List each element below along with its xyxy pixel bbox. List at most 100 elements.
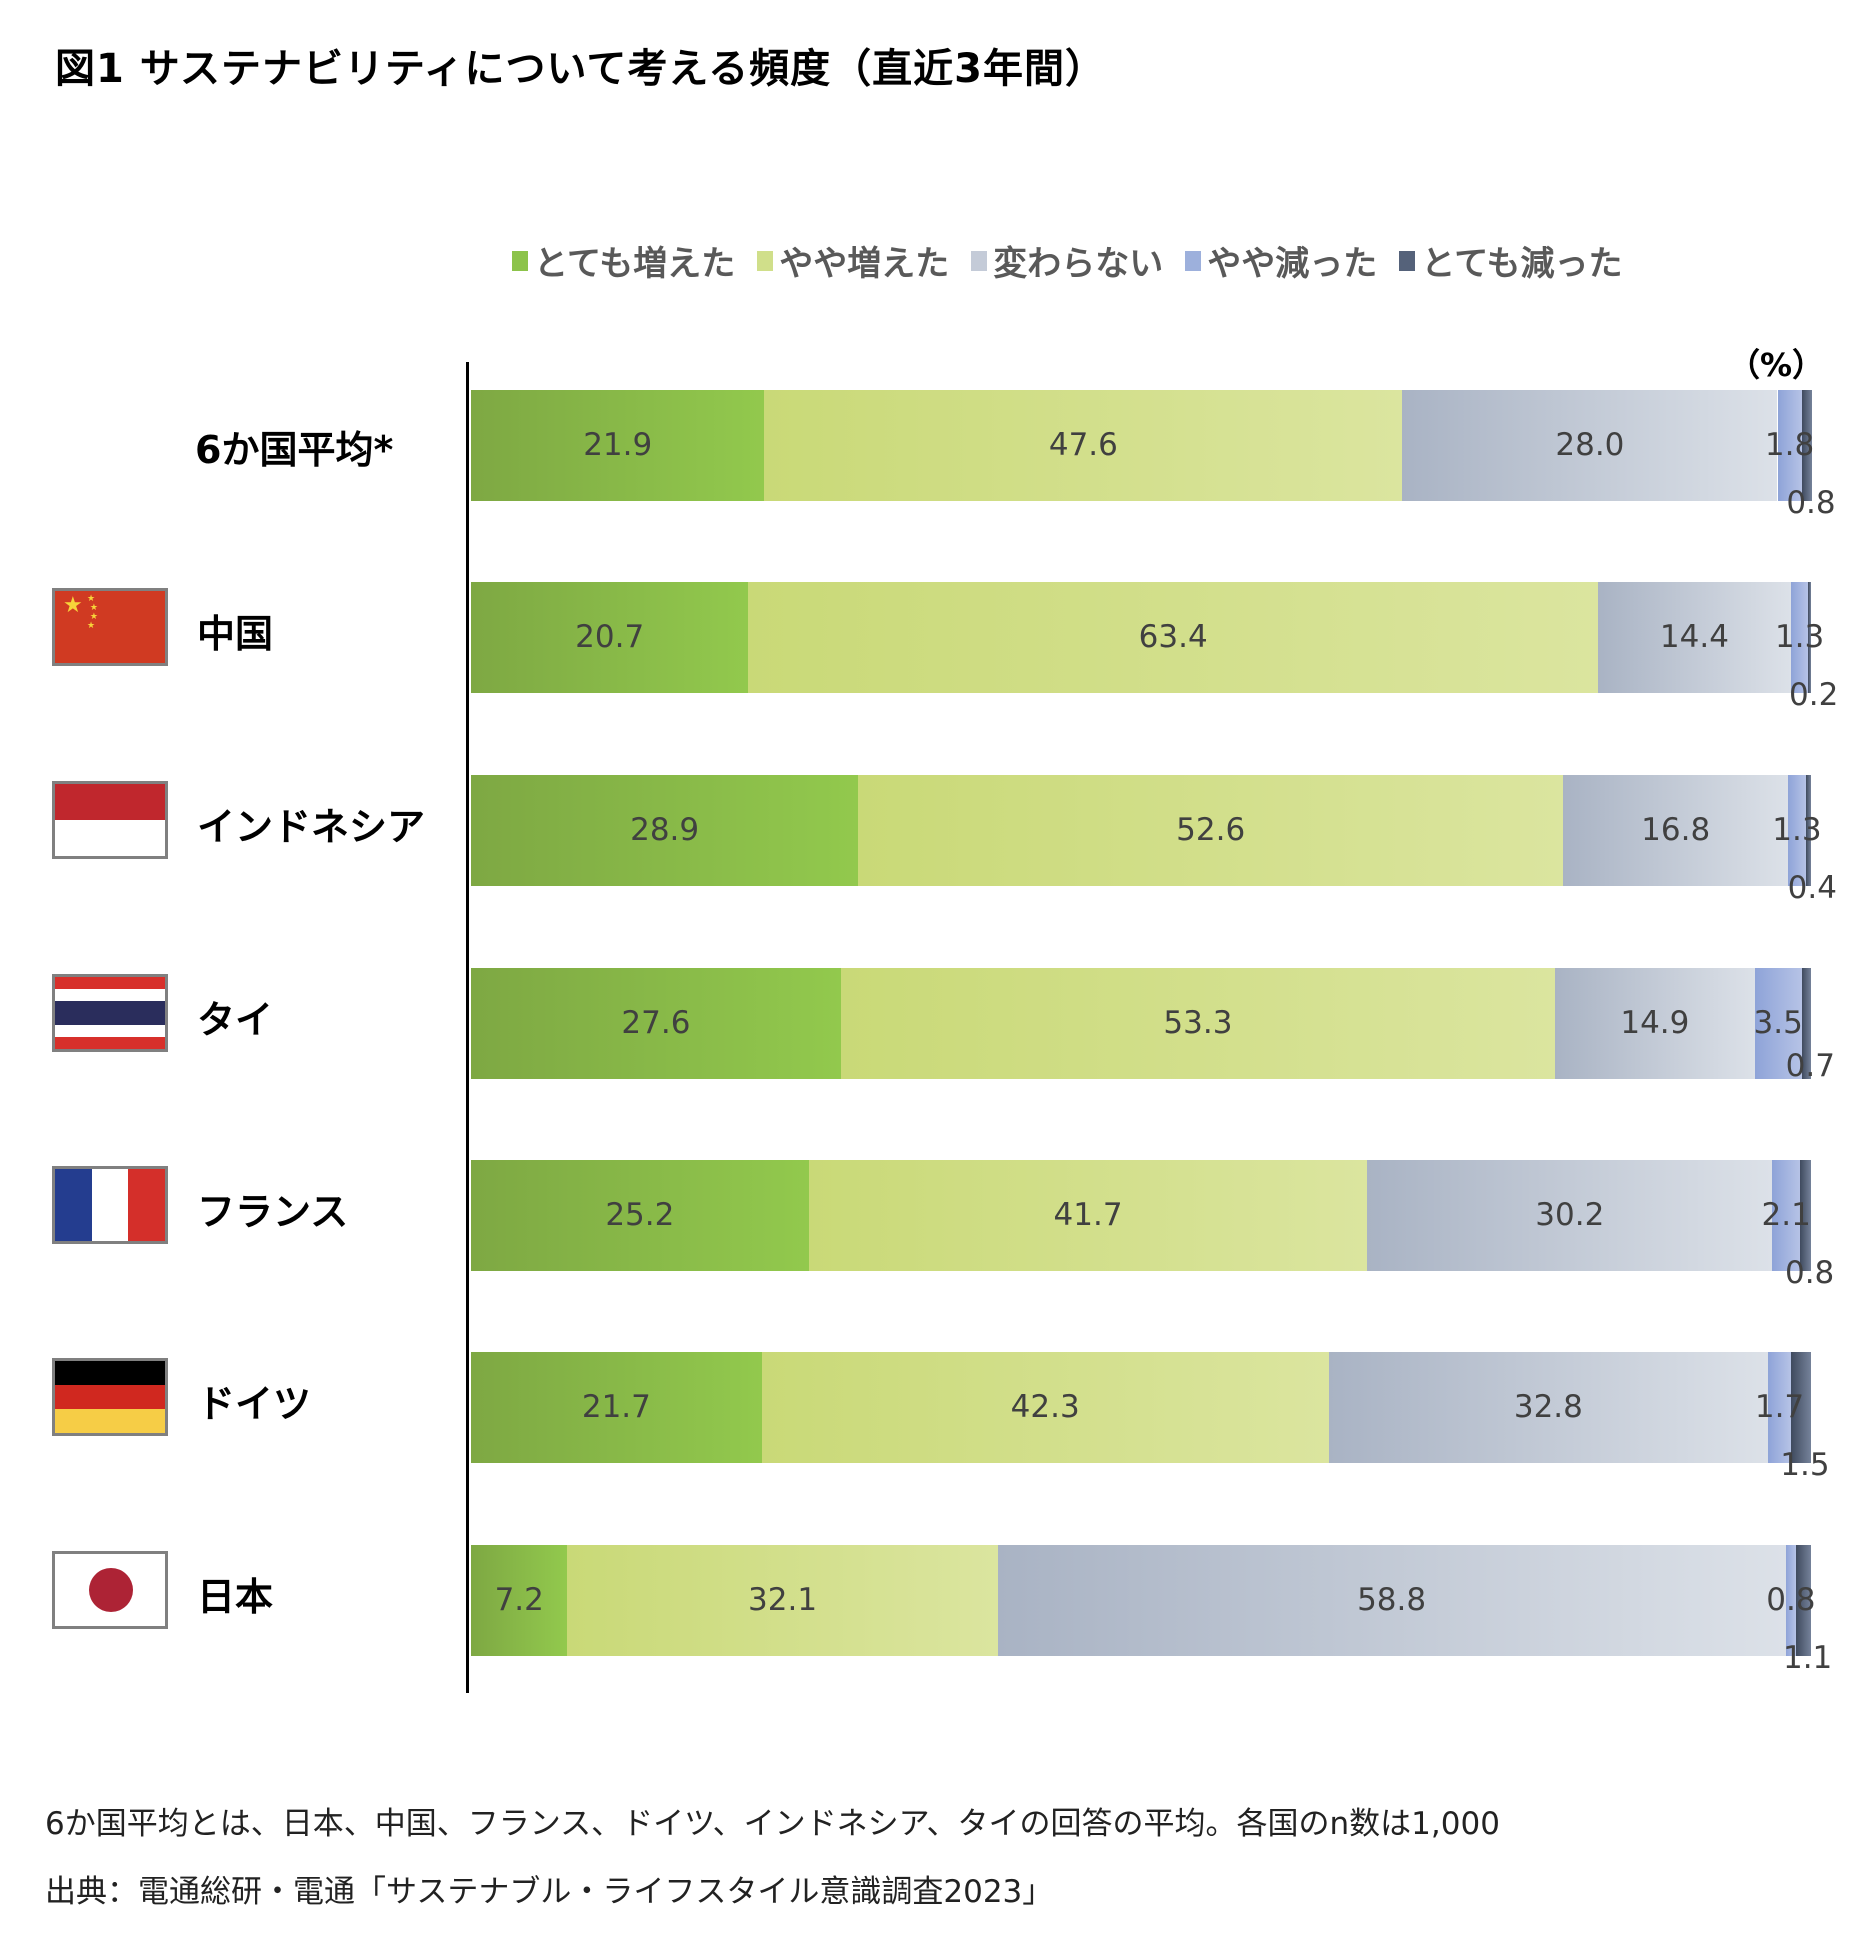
y-axis-line bbox=[466, 362, 469, 1693]
data-label: 21.7 bbox=[581, 1389, 651, 1425]
footnote-note: 6か国平均とは、日本、中国、フランス、ドイツ、インドネシア、タイの回答の平均。各… bbox=[45, 1806, 1500, 1842]
bar-segment bbox=[1805, 774, 1811, 886]
legend-swatch bbox=[971, 250, 988, 271]
legend-swatch bbox=[1399, 250, 1416, 271]
data-label: 3.5 bbox=[1753, 1005, 1803, 1041]
bar-segment bbox=[471, 389, 765, 501]
data-label: 42.3 bbox=[1010, 1389, 1080, 1425]
bar-segment bbox=[1555, 967, 1755, 1079]
bar-segment bbox=[471, 1351, 762, 1463]
bar-segment bbox=[471, 774, 859, 886]
legend-label: とても増えた bbox=[534, 244, 736, 284]
category-label: インドネシア bbox=[197, 805, 426, 849]
bar-segment bbox=[1800, 1159, 1811, 1271]
category-label: 日本 bbox=[197, 1575, 274, 1619]
bar-segment bbox=[764, 389, 1403, 501]
flag-indonesia bbox=[52, 781, 168, 859]
data-label: 47.6 bbox=[1048, 427, 1118, 463]
footnote-source: 出典：電通総研・電通「サステナブル・ライフスタイル意識調査2023」 bbox=[45, 1874, 1054, 1910]
data-label: 1.1 bbox=[1782, 1640, 1833, 1676]
data-label: 25.2 bbox=[605, 1197, 675, 1233]
bar-segment bbox=[471, 1159, 809, 1271]
legend-swatch bbox=[512, 250, 528, 271]
bar-segment bbox=[1328, 1351, 1769, 1463]
legend-label: とても減った bbox=[1421, 244, 1623, 284]
legend-item: とても減った bbox=[1399, 236, 1623, 285]
bar-segment bbox=[858, 774, 1564, 886]
bar-segment bbox=[1367, 1159, 1773, 1271]
flag-thailand bbox=[52, 974, 168, 1052]
bar-segment bbox=[1402, 389, 1778, 501]
bar-segment bbox=[1768, 1351, 1791, 1463]
flag-china: ★ ★ ★ ★ ★ bbox=[52, 588, 168, 666]
data-label: 41.7 bbox=[1053, 1197, 1123, 1233]
data-label: 1.3 bbox=[1774, 619, 1825, 655]
data-label: 20.7 bbox=[575, 619, 645, 655]
data-label: 53.3 bbox=[1163, 1005, 1233, 1041]
legend-label: やや増えた bbox=[779, 244, 950, 284]
legend-item: やや増えた bbox=[757, 236, 949, 285]
chart-title: 図1 サステナビリティについて考える頻度（直近3年間） bbox=[55, 46, 1106, 92]
legend-label: 変わらない bbox=[993, 244, 1164, 284]
legend-item: やや減った bbox=[1185, 236, 1377, 285]
bar-segment bbox=[1563, 774, 1789, 886]
bar-segment bbox=[1777, 389, 1802, 501]
data-label: 28.0 bbox=[1555, 427, 1625, 463]
bar-segment bbox=[761, 1351, 1329, 1463]
bar-segment bbox=[1754, 967, 1802, 1079]
bar-segment bbox=[840, 967, 1556, 1079]
bar-segment bbox=[1790, 581, 1809, 693]
bar-segment bbox=[748, 581, 1598, 693]
data-label: 0.8 bbox=[1784, 1255, 1835, 1291]
bar-segment bbox=[1808, 581, 1811, 693]
data-label: 30.2 bbox=[1535, 1197, 1605, 1233]
bar-segment bbox=[1785, 1544, 1797, 1656]
category-label: 6か国平均* bbox=[195, 428, 394, 472]
legend-swatch bbox=[757, 250, 774, 271]
category-label: 中国 bbox=[197, 612, 274, 656]
bar-segment bbox=[1597, 581, 1791, 693]
data-label: 14.9 bbox=[1620, 1005, 1690, 1041]
data-label: 1.3 bbox=[1772, 812, 1822, 848]
bar-segment bbox=[1772, 1159, 1801, 1271]
data-label: 58.8 bbox=[1357, 1582, 1427, 1618]
data-label: 2.1 bbox=[1761, 1197, 1811, 1233]
unit-label: （%） bbox=[1728, 346, 1825, 384]
data-label: 0.2 bbox=[1789, 677, 1839, 713]
data-label: 0.8 bbox=[1786, 485, 1836, 521]
legend: とても増えた やや増えた 変わらない やや減った とても減った bbox=[512, 236, 1623, 285]
bar-segment bbox=[808, 1159, 1368, 1271]
bar-segment bbox=[1801, 389, 1813, 501]
category-label: ドイツ bbox=[197, 1382, 312, 1426]
flag-germany bbox=[52, 1358, 168, 1436]
data-label: 32.8 bbox=[1513, 1389, 1583, 1425]
data-label: 0.4 bbox=[1787, 870, 1837, 906]
data-label: 28.9 bbox=[630, 812, 700, 848]
legend-label: やや減った bbox=[1207, 244, 1378, 284]
flag-france bbox=[52, 1166, 168, 1244]
data-label: 21.9 bbox=[583, 427, 653, 463]
data-label: 63.4 bbox=[1138, 619, 1208, 655]
data-label: 1.8 bbox=[1764, 427, 1815, 463]
category-label: タイ bbox=[197, 998, 274, 1042]
bar-segment bbox=[471, 1544, 568, 1656]
bar-segment bbox=[1788, 774, 1806, 886]
bar-segment bbox=[1796, 1544, 1811, 1656]
data-label: 7.2 bbox=[494, 1582, 544, 1618]
data-label: 27.6 bbox=[621, 1005, 691, 1041]
bar-segment bbox=[471, 581, 749, 693]
legend-item: 変わらない bbox=[971, 236, 1163, 285]
bar-segment bbox=[471, 967, 841, 1079]
flag-japan bbox=[52, 1551, 168, 1629]
bar-segment bbox=[997, 1544, 1786, 1656]
legend-item: とても増えた bbox=[512, 236, 735, 285]
legend-swatch bbox=[1185, 250, 1202, 271]
data-label: 0.8 bbox=[1766, 1582, 1816, 1618]
bar-segment bbox=[1790, 1351, 1811, 1463]
data-label: 14.4 bbox=[1659, 619, 1729, 655]
data-label: 1.5 bbox=[1780, 1447, 1830, 1483]
data-label: 0.7 bbox=[1785, 1048, 1835, 1084]
data-label: 1.7 bbox=[1754, 1389, 1805, 1425]
bar-segment bbox=[1801, 967, 1811, 1079]
data-label: 32.1 bbox=[748, 1582, 818, 1618]
